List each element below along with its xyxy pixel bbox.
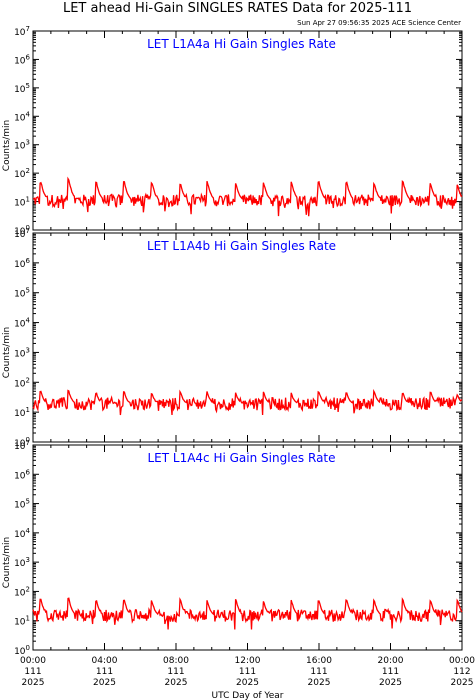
y-tick-label: 101 [14,196,30,209]
y-axis-label: Counts/min [2,537,12,588]
y-tick-label: 102 [14,585,30,598]
x-tick-year-label: 2025 [165,678,188,688]
y-tick-label: 107 [14,25,30,38]
x-tick-year-label: 2025 [451,678,474,688]
x-tick-year-label: 2025 [236,678,259,688]
x-tick-time-label: 00:00 [449,656,475,666]
x-axis-label: UTC Day of Year [212,691,284,700]
y-tick-label: 103 [14,556,30,569]
x-tick-doy-label: 111 [310,667,327,677]
y-tick-label: 102 [14,167,30,180]
y-tick-label: 100 [14,436,30,449]
x-tick-time-label: 00:00 [20,656,46,666]
y-tick-label: 104 [14,110,30,123]
x-tick-time-label: 08:00 [163,656,189,666]
panel-title: LET L1A4c Hi Gain Singles Rate [147,451,335,465]
y-tick-label: 106 [14,53,30,66]
x-tick-year-label: 2025 [379,678,402,688]
panel-title: LET L1A4b Hi Gain Singles Rate [147,239,336,253]
x-tick-doy-label: 111 [239,667,256,677]
panel-title: LET L1A4a Hi Gain Singles Rate [147,37,336,51]
y-tick-label: 106 [14,257,30,270]
y-tick-label: 105 [14,287,30,300]
y-tick-label: 103 [14,139,30,152]
x-tick-doy-label: 112 [453,667,470,677]
x-tick-doy-label: 111 [382,667,399,677]
y-tick-label: 105 [14,498,30,511]
x-tick-doy-label: 111 [96,667,113,677]
x-tick-doy-label: 111 [167,667,184,677]
chart-title: LET ahead Hi-Gain SINGLES RATES Data for… [62,1,413,16]
y-tick-label: 105 [14,82,30,95]
x-tick-year-label: 2025 [308,678,331,688]
y-tick-label: 101 [14,615,30,628]
y-tick-label: 101 [14,406,30,419]
x-tick-time-label: 04:00 [92,656,118,666]
x-tick-year-label: 2025 [22,678,45,688]
panel-frame [32,232,463,443]
generation-timestamp: Sun Apr 27 09:56:35 2025 ACE Science Cen… [297,19,461,27]
y-tick-label: 107 [14,227,30,240]
x-tick-time-label: 16:00 [306,656,332,666]
data-series-line [32,176,463,217]
x-tick-doy-label: 111 [24,667,41,677]
y-tick-label: 104 [14,527,30,540]
y-tick-label: 100 [14,644,30,657]
y-axis-label: Counts/min [2,327,12,378]
x-tick-year-label: 2025 [93,678,116,688]
x-tick-time-label: 20:00 [378,656,404,666]
y-tick-label: 103 [14,346,30,359]
x-tick-time-label: 12:00 [235,656,261,666]
y-tick-label: 107 [14,439,30,452]
y-tick-label: 106 [14,468,30,481]
y-tick-label: 104 [14,317,30,330]
y-axis-label: Counts/min [2,120,12,171]
y-tick-label: 102 [14,376,30,389]
data-series-line [32,597,463,630]
y-tick-label: 100 [14,224,30,237]
data-series-line [32,388,463,416]
